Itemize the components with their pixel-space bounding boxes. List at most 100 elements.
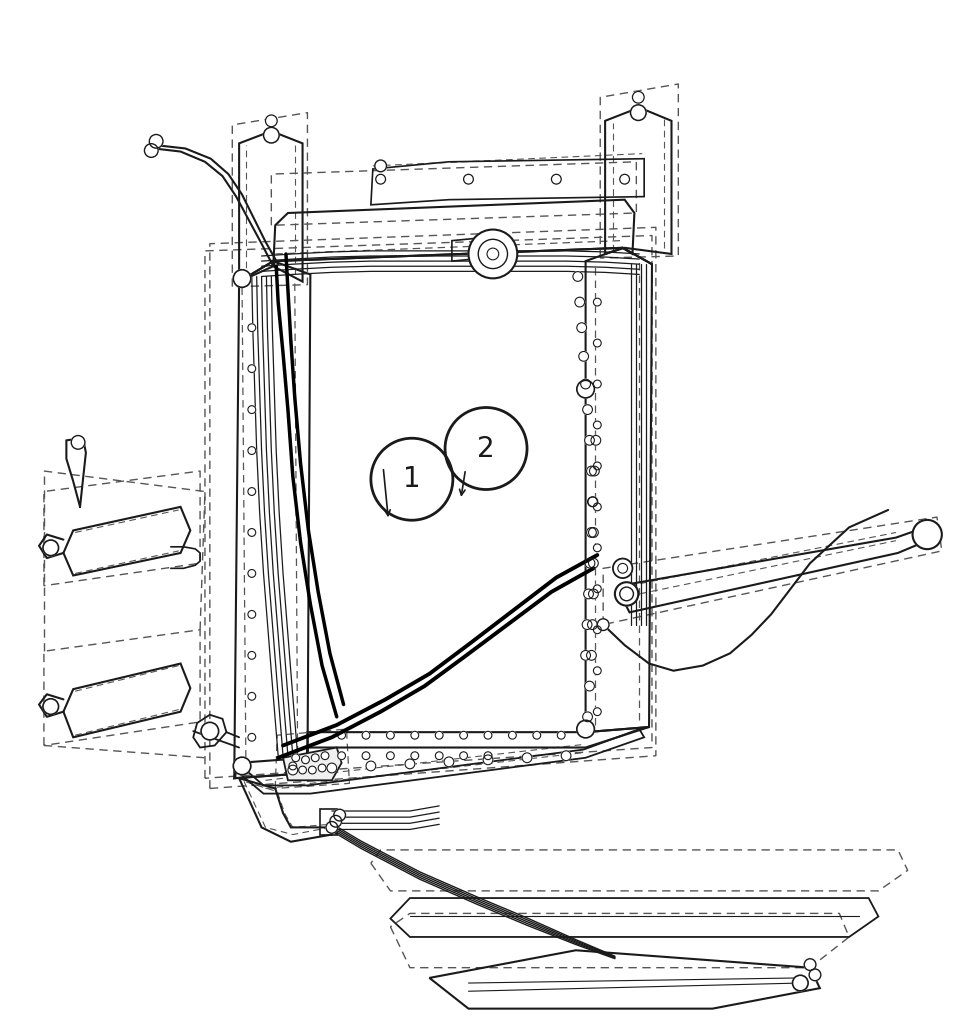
Circle shape [321,752,329,760]
Circle shape [464,174,473,184]
Circle shape [484,731,492,739]
Circle shape [593,667,601,675]
Circle shape [330,815,342,827]
Circle shape [533,731,541,739]
Circle shape [288,765,298,775]
Circle shape [590,466,599,476]
Circle shape [308,766,316,774]
Circle shape [248,528,256,537]
Circle shape [43,698,59,715]
Circle shape [581,650,590,660]
Circle shape [583,712,592,722]
Circle shape [573,271,583,282]
Circle shape [327,763,337,773]
Circle shape [577,323,587,333]
Circle shape [386,731,394,739]
Circle shape [444,757,454,767]
Circle shape [43,540,59,556]
Circle shape [289,762,297,770]
Circle shape [292,754,300,762]
Circle shape [248,365,256,373]
Circle shape [584,589,593,599]
Circle shape [326,821,338,834]
Circle shape [579,351,589,361]
Circle shape [593,544,601,552]
Circle shape [460,752,468,760]
Circle shape [804,958,816,971]
Circle shape [233,757,251,775]
Circle shape [264,127,279,143]
Circle shape [405,759,415,769]
Circle shape [593,339,601,347]
Circle shape [318,764,326,772]
Circle shape [561,751,571,761]
Circle shape [589,589,598,599]
Circle shape [362,731,370,739]
Circle shape [411,752,419,760]
Circle shape [597,618,609,631]
Circle shape [478,240,508,268]
Circle shape [248,692,256,700]
Circle shape [435,731,443,739]
Circle shape [366,761,376,771]
Circle shape [248,324,256,332]
Circle shape [585,681,594,691]
Circle shape [809,969,821,981]
Circle shape [620,174,630,184]
Circle shape [593,380,601,388]
Circle shape [587,466,596,476]
Circle shape [577,720,594,738]
Circle shape [582,620,591,630]
Circle shape [588,497,597,507]
Circle shape [585,435,594,445]
Circle shape [913,520,942,549]
Circle shape [593,503,601,511]
Circle shape [386,752,394,760]
Circle shape [371,438,453,520]
Circle shape [248,651,256,659]
Polygon shape [283,748,342,780]
Text: 1: 1 [403,465,421,494]
Circle shape [468,229,517,279]
Circle shape [71,435,85,450]
Circle shape [233,269,251,288]
Circle shape [632,91,644,103]
Circle shape [362,752,370,760]
Circle shape [338,731,346,739]
Circle shape [201,722,219,740]
Circle shape [581,379,590,389]
Circle shape [302,756,309,764]
Circle shape [144,143,158,158]
Circle shape [299,766,306,774]
Text: 2: 2 [477,434,495,463]
Circle shape [593,462,601,470]
Circle shape [593,585,601,593]
Circle shape [460,731,468,739]
Circle shape [620,587,633,601]
Circle shape [593,298,601,306]
Circle shape [248,406,256,414]
Circle shape [589,558,598,568]
Circle shape [411,731,419,739]
Circle shape [575,297,585,307]
Circle shape [587,650,596,660]
Circle shape [615,583,638,605]
Circle shape [149,134,163,148]
Circle shape [508,731,516,739]
Circle shape [591,435,601,445]
Circle shape [483,755,493,765]
Circle shape [248,446,256,455]
Circle shape [248,569,256,578]
Circle shape [376,174,386,184]
Circle shape [248,487,256,496]
Circle shape [593,626,601,634]
Circle shape [248,733,256,741]
Circle shape [484,752,492,760]
Circle shape [593,708,601,716]
Circle shape [588,497,597,507]
Circle shape [265,115,277,127]
Circle shape [587,527,596,538]
Circle shape [613,558,632,579]
Circle shape [593,421,601,429]
Circle shape [311,754,319,762]
